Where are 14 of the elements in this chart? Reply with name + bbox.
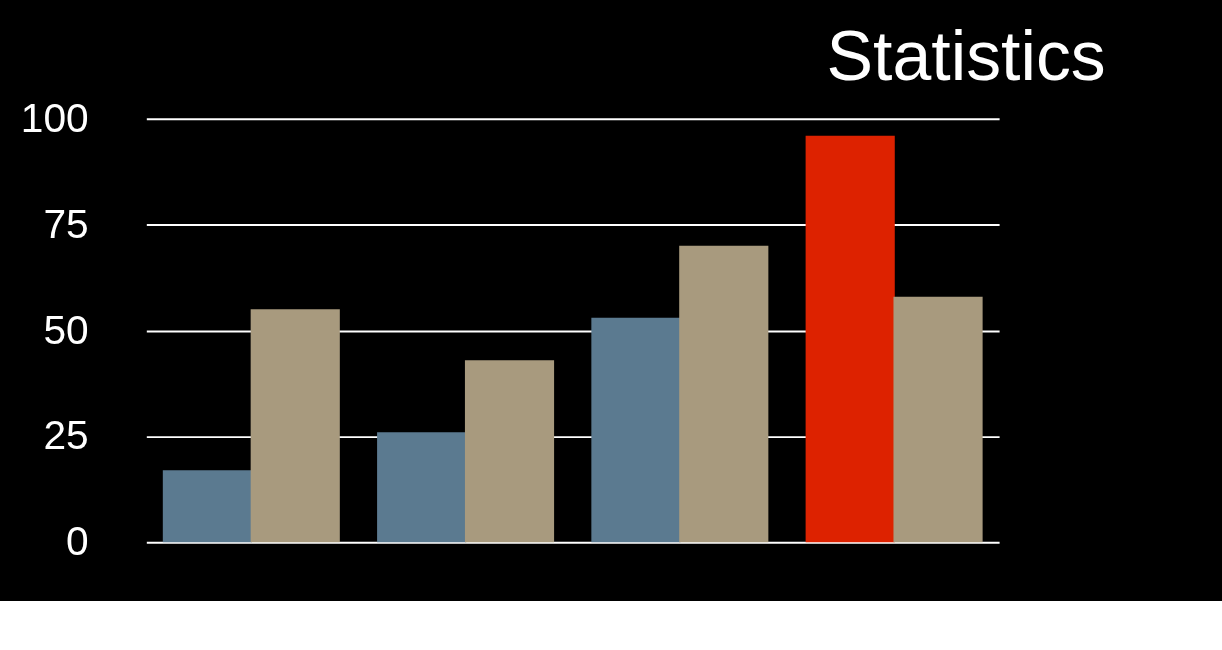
bar	[162, 470, 252, 543]
bar	[805, 135, 895, 543]
bar	[679, 245, 769, 543]
y-tick-label: 25	[43, 412, 89, 459]
y-tick-label: 0	[66, 518, 89, 565]
bar	[591, 317, 681, 543]
y-tick-label: 75	[43, 200, 89, 247]
y-tick-label: 50	[43, 306, 89, 353]
bar	[464, 360, 555, 543]
bar	[250, 309, 340, 543]
bar	[377, 432, 467, 543]
chart-title: Statistics	[826, 17, 1106, 96]
y-tick-label: 100	[20, 94, 89, 141]
bar	[893, 296, 983, 543]
